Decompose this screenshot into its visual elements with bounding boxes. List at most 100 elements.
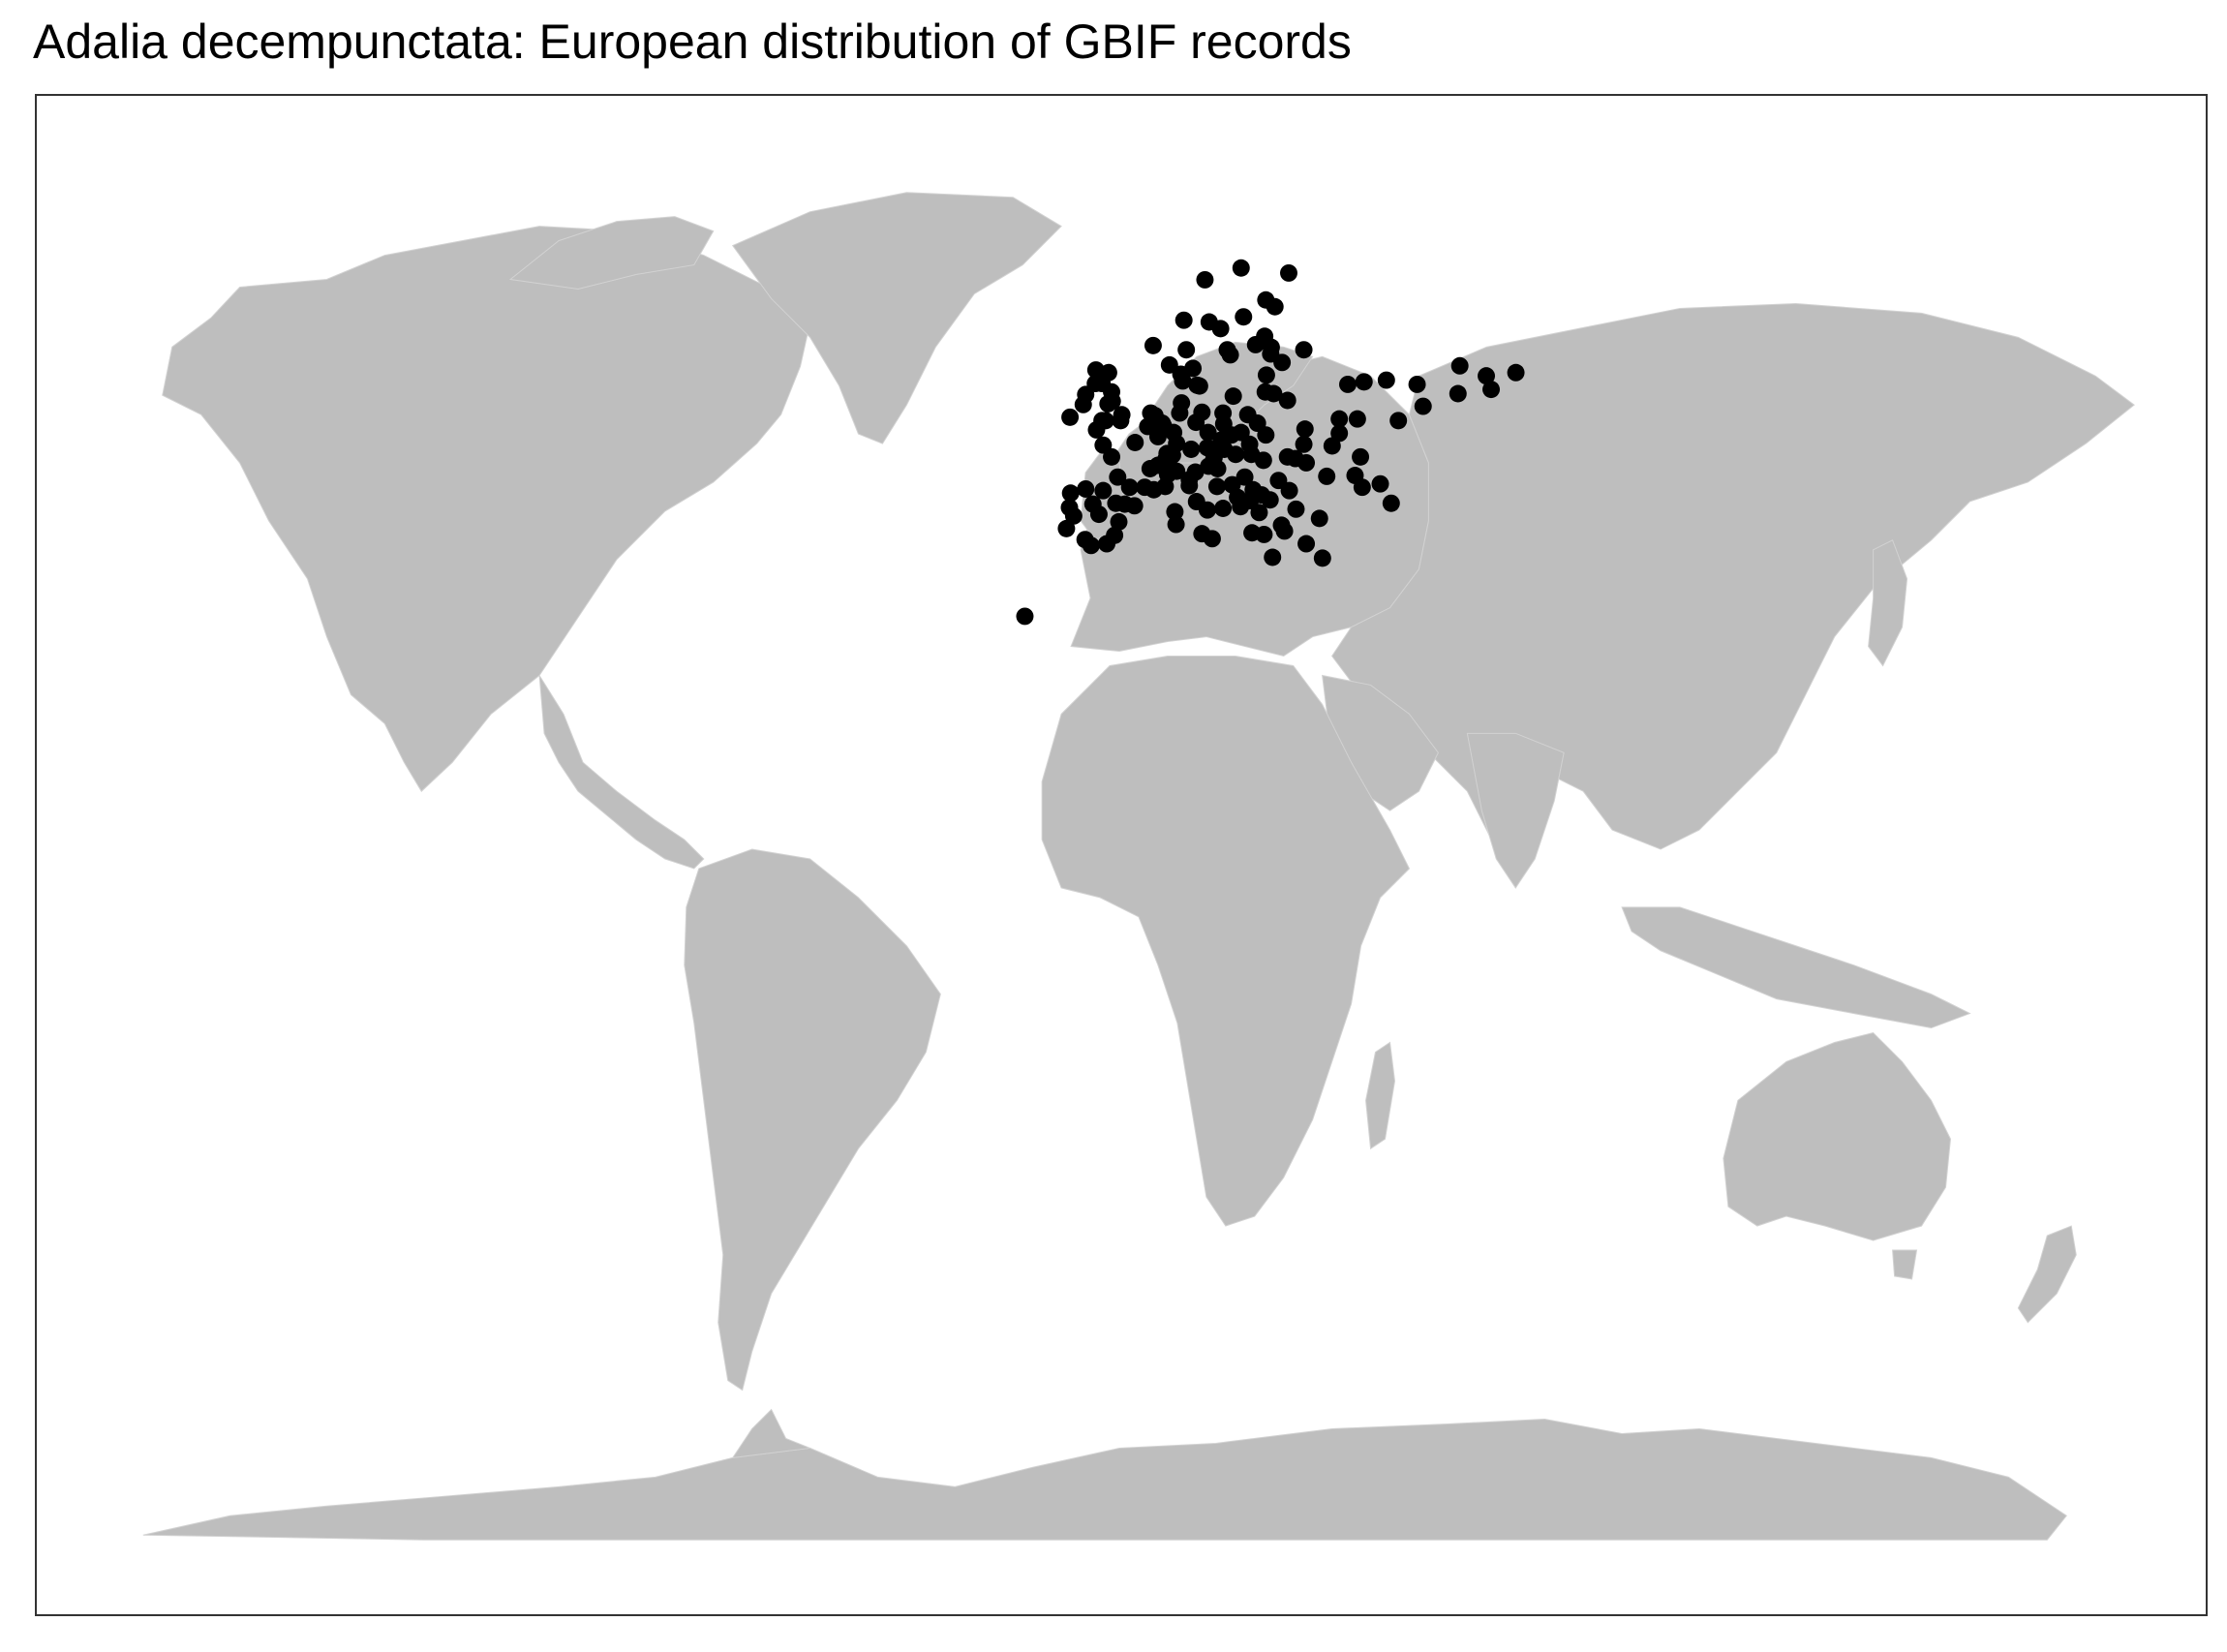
world-map bbox=[142, 192, 2135, 1541]
record-point bbox=[1198, 501, 1216, 519]
record-point bbox=[1190, 377, 1208, 395]
record-point bbox=[1077, 479, 1095, 498]
landmass-antarctic-peninsula bbox=[731, 1408, 810, 1459]
record-point bbox=[1482, 381, 1501, 399]
record-point bbox=[1099, 363, 1117, 382]
record-point bbox=[1507, 363, 1525, 382]
record-point bbox=[1330, 410, 1349, 428]
record-point bbox=[1113, 406, 1131, 424]
record-point bbox=[1254, 451, 1272, 470]
record-point bbox=[1094, 436, 1113, 454]
record-point bbox=[1136, 478, 1154, 497]
record-point bbox=[1214, 500, 1233, 517]
record-point bbox=[1371, 474, 1389, 493]
record-point bbox=[1214, 404, 1233, 422]
landmass-north-america bbox=[162, 226, 811, 792]
record-point bbox=[1103, 382, 1121, 401]
record-point bbox=[1120, 478, 1139, 497]
record-point bbox=[1408, 375, 1426, 393]
record-point bbox=[1089, 505, 1108, 524]
record-point bbox=[1187, 413, 1205, 432]
record-point bbox=[1232, 259, 1250, 277]
record-point bbox=[1318, 467, 1336, 485]
landmass-india bbox=[1466, 732, 1565, 889]
record-point bbox=[1077, 385, 1095, 404]
landmass-greenland bbox=[731, 192, 1062, 444]
landmass-antarctica bbox=[142, 1419, 2067, 1541]
record-point bbox=[1257, 426, 1275, 444]
record-point bbox=[1450, 356, 1469, 375]
record-point bbox=[1087, 420, 1106, 439]
record-point bbox=[1278, 391, 1297, 410]
record-point bbox=[1186, 463, 1205, 481]
record-point bbox=[1144, 336, 1162, 354]
record-point bbox=[1057, 519, 1076, 537]
land-masses bbox=[142, 192, 2135, 1541]
record-point bbox=[1352, 447, 1370, 466]
record-point bbox=[1182, 440, 1201, 458]
record-point bbox=[1236, 468, 1254, 486]
record-point bbox=[1355, 373, 1373, 391]
record-point bbox=[1109, 468, 1127, 486]
map-panel bbox=[35, 94, 2208, 1616]
record-point bbox=[1338, 375, 1357, 393]
record-point bbox=[1158, 466, 1176, 484]
record-point bbox=[1232, 423, 1250, 442]
record-point bbox=[1273, 353, 1292, 372]
record-point bbox=[1175, 311, 1193, 329]
record-point bbox=[1250, 504, 1268, 522]
record-point bbox=[1295, 435, 1313, 453]
record-point bbox=[1082, 536, 1100, 555]
landmass-asia bbox=[1331, 302, 2135, 871]
record-point bbox=[1208, 460, 1227, 477]
landmass-tasmania bbox=[1892, 1249, 1918, 1280]
record-point bbox=[1478, 367, 1496, 385]
record-point bbox=[1330, 424, 1349, 443]
landmass-madagascar bbox=[1365, 1041, 1395, 1150]
record-point bbox=[1061, 408, 1080, 426]
record-point bbox=[1310, 509, 1328, 528]
record-point bbox=[1278, 447, 1297, 466]
record-point bbox=[1280, 481, 1298, 500]
landmass-arctic-islands bbox=[508, 216, 715, 290]
record-point bbox=[1297, 535, 1316, 553]
record-point bbox=[1257, 291, 1275, 309]
record-point bbox=[1275, 522, 1294, 540]
record-point bbox=[1126, 434, 1144, 451]
record-point bbox=[1094, 481, 1113, 500]
landmass-central-america bbox=[538, 675, 705, 870]
landmass-africa bbox=[1041, 656, 1411, 1227]
landmass-southeast-asia bbox=[1621, 906, 1971, 1029]
record-point bbox=[1110, 512, 1128, 531]
record-point bbox=[1171, 404, 1189, 422]
record-point bbox=[1167, 515, 1185, 534]
record-point bbox=[1180, 476, 1199, 495]
landmass-australia bbox=[1723, 1031, 1951, 1241]
landmass-japan bbox=[1868, 539, 1908, 667]
record-point bbox=[1243, 524, 1262, 542]
record-point bbox=[1207, 477, 1226, 496]
record-point bbox=[1125, 497, 1144, 515]
record-point bbox=[1215, 440, 1234, 458]
record-point bbox=[1348, 410, 1366, 428]
record-point bbox=[1177, 341, 1196, 359]
map-title: Adalia decempunctata: European distribut… bbox=[33, 15, 1352, 69]
record-point bbox=[1323, 437, 1341, 455]
record-point bbox=[1193, 525, 1211, 543]
record-point bbox=[1287, 500, 1305, 518]
record-point bbox=[1256, 382, 1274, 401]
record-point bbox=[1295, 341, 1313, 359]
record-point bbox=[1160, 355, 1178, 374]
record-point bbox=[1235, 308, 1253, 326]
record-point bbox=[1166, 503, 1184, 521]
record-point bbox=[1382, 494, 1400, 512]
record-point bbox=[1061, 484, 1080, 503]
record-point bbox=[1218, 341, 1236, 359]
record-point bbox=[1389, 412, 1408, 430]
landmass-new-zealand bbox=[2017, 1225, 2077, 1324]
record-point bbox=[1224, 387, 1242, 406]
record-point bbox=[1377, 371, 1395, 389]
record-point bbox=[1200, 313, 1218, 331]
record-point bbox=[1280, 263, 1297, 282]
record-point bbox=[1199, 423, 1217, 442]
